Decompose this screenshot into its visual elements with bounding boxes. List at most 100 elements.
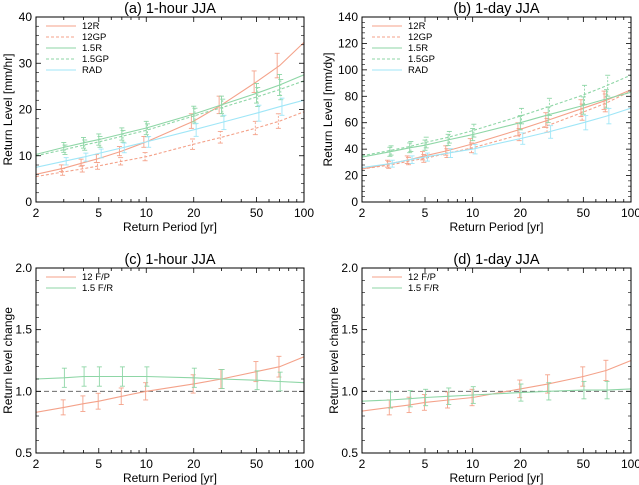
y-tick-label: 140 xyxy=(338,10,358,24)
x-tick-label: 20 xyxy=(187,206,201,220)
error-bar xyxy=(279,97,285,116)
error-bar xyxy=(118,157,124,166)
x-axis-label: Return Period [yr] xyxy=(123,220,217,234)
legend-label: RAD xyxy=(82,65,102,76)
error-bar xyxy=(388,145,394,156)
error-bar xyxy=(606,107,612,125)
series-1-5-f-r xyxy=(36,366,304,392)
chart-title: (a) 1-hour JJA xyxy=(124,1,216,17)
error-bar xyxy=(119,127,125,141)
error-bar xyxy=(96,133,102,146)
error-bar xyxy=(82,139,88,151)
y-axis-label: Return Level [mm/dy] xyxy=(321,52,335,166)
error-bar xyxy=(143,382,149,401)
error-bar xyxy=(581,380,587,400)
series-1-5gp xyxy=(362,74,631,157)
error-bar xyxy=(605,74,611,97)
series-1-5r xyxy=(362,89,631,158)
error-bar xyxy=(60,399,66,416)
x-tick-label: 100 xyxy=(294,206,314,220)
error-bar xyxy=(277,74,283,96)
series-12-f-p xyxy=(36,355,304,416)
error-bar xyxy=(97,136,103,148)
error-bar xyxy=(423,388,429,407)
error-bar xyxy=(470,128,476,142)
error-bar xyxy=(386,161,392,169)
error-bar xyxy=(580,366,586,387)
error-bar xyxy=(142,152,148,162)
chart-title: (b) 1-day JJA xyxy=(453,1,540,17)
x-axis-label: Return Period [yr] xyxy=(449,220,543,234)
error-bar xyxy=(275,113,281,129)
error-bar xyxy=(251,70,257,94)
error-bar xyxy=(424,152,430,162)
error-bar xyxy=(274,52,280,79)
legend-label: 1.5 F/R xyxy=(408,283,439,294)
plot-frame xyxy=(35,16,305,203)
series-12r xyxy=(36,42,304,175)
error-bar xyxy=(96,366,102,387)
y-tick-label: 20 xyxy=(19,103,33,117)
legend: 12 F/P1.5 F/R xyxy=(372,272,439,294)
legend-label: 12R xyxy=(82,21,100,32)
y-tick-label: 2.0 xyxy=(15,261,32,275)
x-tick-label: 20 xyxy=(514,457,528,471)
error-bar xyxy=(118,387,124,406)
error-bar xyxy=(219,369,225,389)
series-12r xyxy=(362,89,631,170)
x-tick-label: 2 xyxy=(359,206,366,220)
y-tick-label: 40 xyxy=(19,10,33,24)
plot-frame xyxy=(361,16,632,203)
series-line xyxy=(36,99,304,168)
error-bar xyxy=(81,366,87,387)
error-bar xyxy=(61,367,67,388)
error-bar xyxy=(406,396,412,414)
legend-label: 12GP xyxy=(82,32,106,43)
y-tick-label: 120 xyxy=(338,36,358,50)
series-line xyxy=(36,74,304,155)
x-tick-label: 50 xyxy=(577,206,591,220)
error-bar xyxy=(448,148,454,158)
error-bar xyxy=(422,139,428,151)
series-line xyxy=(36,80,304,157)
y-tick-label: 2.0 xyxy=(341,261,358,275)
legend-label: 1.5R xyxy=(408,43,428,54)
error-bar xyxy=(61,142,67,153)
error-bar xyxy=(221,114,227,131)
error-bar xyxy=(546,97,552,116)
error-bar xyxy=(445,133,451,146)
y-tick-label: 0 xyxy=(351,195,358,209)
x-tick-label: 20 xyxy=(514,206,528,220)
error-bar xyxy=(63,157,69,166)
x-tick-label: 100 xyxy=(294,457,314,471)
y-tick-label: 1.5 xyxy=(15,323,32,337)
x-tick-label: 100 xyxy=(621,457,639,471)
y-tick-label: 100 xyxy=(338,63,358,77)
y-tick-label: 20 xyxy=(345,169,359,183)
error-bar xyxy=(119,366,125,387)
y-tick-label: 0.5 xyxy=(341,446,358,460)
error-bar xyxy=(120,129,126,143)
error-bar xyxy=(256,104,262,122)
error-bar xyxy=(191,367,197,388)
y-tick-label: 0 xyxy=(25,195,32,209)
error-bar xyxy=(408,141,414,152)
y-tick-label: 1.5 xyxy=(341,323,358,337)
error-bar xyxy=(146,136,152,148)
y-axis-label: Return level change xyxy=(327,307,341,414)
x-tick-label: 5 xyxy=(422,206,429,220)
error-bar xyxy=(446,130,452,144)
x-tick-label: 50 xyxy=(250,457,264,471)
error-bar xyxy=(276,355,282,378)
error-bar xyxy=(421,154,427,163)
series-1-5-f-r xyxy=(362,380,631,409)
legend-label: 1.5GP xyxy=(82,54,109,65)
series-line xyxy=(362,90,631,170)
plot-frame xyxy=(361,267,632,454)
chart-panel-2: 2 5 10 20 50 100 0 20 40 60 80 100 120 140 (b) 1-day J… xyxy=(321,1,639,234)
y-axis-label: Return level change xyxy=(1,307,15,414)
y-tick-label: 1.0 xyxy=(341,384,358,398)
error-bar xyxy=(278,79,284,101)
